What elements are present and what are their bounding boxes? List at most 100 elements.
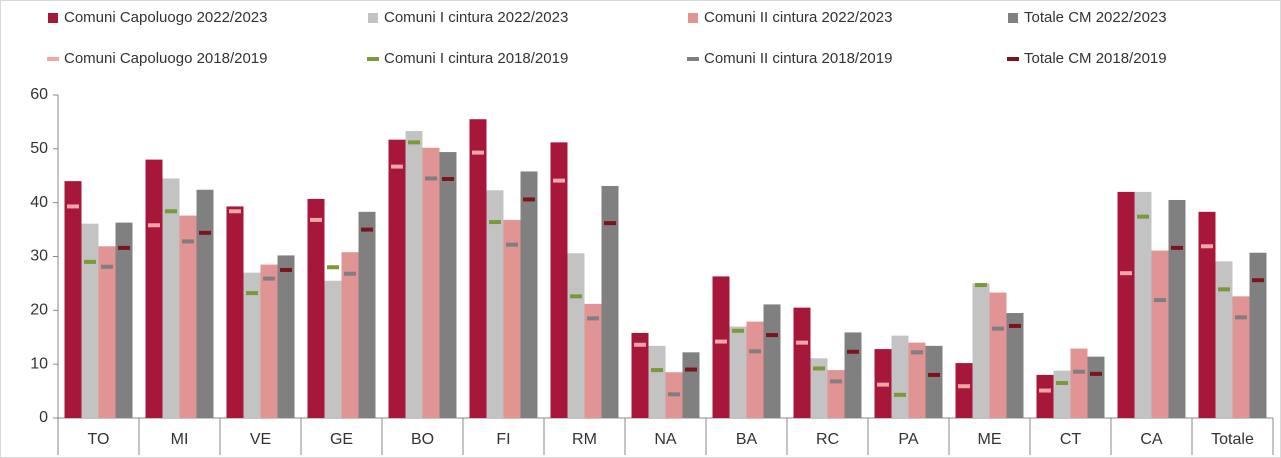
marker <box>67 204 79 209</box>
marker <box>425 176 437 181</box>
x-tick-label: CA <box>1140 431 1163 448</box>
marker <box>685 367 697 372</box>
bar <box>486 190 504 418</box>
marker <box>101 264 113 269</box>
y-tick-label: 20 <box>30 302 48 319</box>
legend-label: Comuni II cintura 2022/2023 <box>704 9 892 26</box>
marker <box>118 245 130 250</box>
marker <box>570 294 582 299</box>
marker <box>894 392 906 397</box>
marker <box>1252 278 1264 283</box>
bar <box>469 119 487 418</box>
marker <box>229 209 241 214</box>
bar <box>1151 250 1169 418</box>
legend-label: Totale CM 2018/2019 <box>1024 50 1167 67</box>
x-tick-label: ME <box>978 431 1002 448</box>
bar <box>1053 370 1071 418</box>
bar <box>844 332 862 418</box>
legend-label: Totale CM 2022/2023 <box>1024 9 1167 26</box>
bar <box>746 321 764 418</box>
marker <box>246 291 258 296</box>
marker <box>1201 244 1213 249</box>
bar <box>341 252 359 418</box>
bar <box>1134 191 1152 418</box>
marker <box>1120 271 1132 276</box>
bar <box>179 215 197 418</box>
marker <box>553 178 565 183</box>
bar <box>1006 313 1024 418</box>
bar <box>98 246 116 418</box>
bar <box>550 142 568 418</box>
x-tick-label: CT <box>1060 431 1082 448</box>
bar <box>145 159 163 418</box>
marker <box>587 316 599 321</box>
legend-swatch <box>368 13 378 23</box>
bar <box>729 326 747 418</box>
x-tick-label: RC <box>816 431 839 448</box>
bar <box>1070 348 1088 418</box>
marker <box>1235 315 1247 320</box>
marker <box>1090 371 1102 376</box>
marker <box>199 230 211 235</box>
x-tick-label: PA <box>898 431 918 448</box>
legend-label: Comuni I cintura 2022/2023 <box>384 9 568 26</box>
bar <box>712 276 730 418</box>
marker <box>344 271 356 276</box>
bar <box>226 206 244 418</box>
legend-swatch <box>1007 57 1019 61</box>
marker <box>1073 369 1085 374</box>
marker <box>280 267 292 272</box>
x-tick-label: MI <box>171 431 189 448</box>
bar <box>1198 211 1216 418</box>
marker <box>877 382 889 387</box>
marker <box>604 221 616 226</box>
x-tick-label: Totale <box>1211 431 1254 448</box>
bar <box>682 352 700 418</box>
legend-label: Comuni Capoluogo 2022/2023 <box>64 9 268 26</box>
marker <box>310 217 322 222</box>
bar <box>648 345 666 418</box>
marker <box>651 368 663 373</box>
bar <box>601 185 619 418</box>
bar <box>196 189 214 418</box>
x-tick-label: TO <box>88 431 110 448</box>
x-tick-label: BO <box>411 431 434 448</box>
marker <box>391 164 403 169</box>
marker <box>506 242 518 247</box>
bar <box>503 219 521 418</box>
bar <box>162 178 180 418</box>
x-tick-label: BA <box>736 431 758 448</box>
bar <box>358 211 376 418</box>
bar <box>81 223 99 418</box>
legend-swatch <box>1008 13 1018 23</box>
bar <box>989 292 1007 418</box>
bar <box>324 280 342 418</box>
bar <box>972 283 990 418</box>
legend-swatch <box>367 57 379 61</box>
marker <box>958 384 970 389</box>
marker <box>992 326 1004 331</box>
x-tick-label: RM <box>572 431 597 448</box>
y-tick-label: 10 <box>30 355 48 372</box>
bar <box>1232 296 1250 418</box>
bar <box>925 345 943 418</box>
marker <box>1154 298 1166 303</box>
marker <box>732 328 744 333</box>
bar <box>388 139 406 418</box>
marker <box>1137 214 1149 219</box>
bar <box>1215 261 1233 418</box>
legend-label: Comuni Capoluogo 2018/2019 <box>64 50 268 67</box>
bar <box>584 303 602 418</box>
marker <box>847 349 859 354</box>
bar <box>631 332 649 418</box>
marker <box>1171 245 1183 250</box>
marker <box>263 276 275 281</box>
marker <box>84 259 96 264</box>
marker <box>668 392 680 397</box>
x-tick-label: VE <box>250 431 271 448</box>
bar <box>307 198 325 418</box>
marker <box>408 140 420 145</box>
y-tick-label: 0 <box>39 409 48 426</box>
y-tick-label: 30 <box>30 248 48 265</box>
